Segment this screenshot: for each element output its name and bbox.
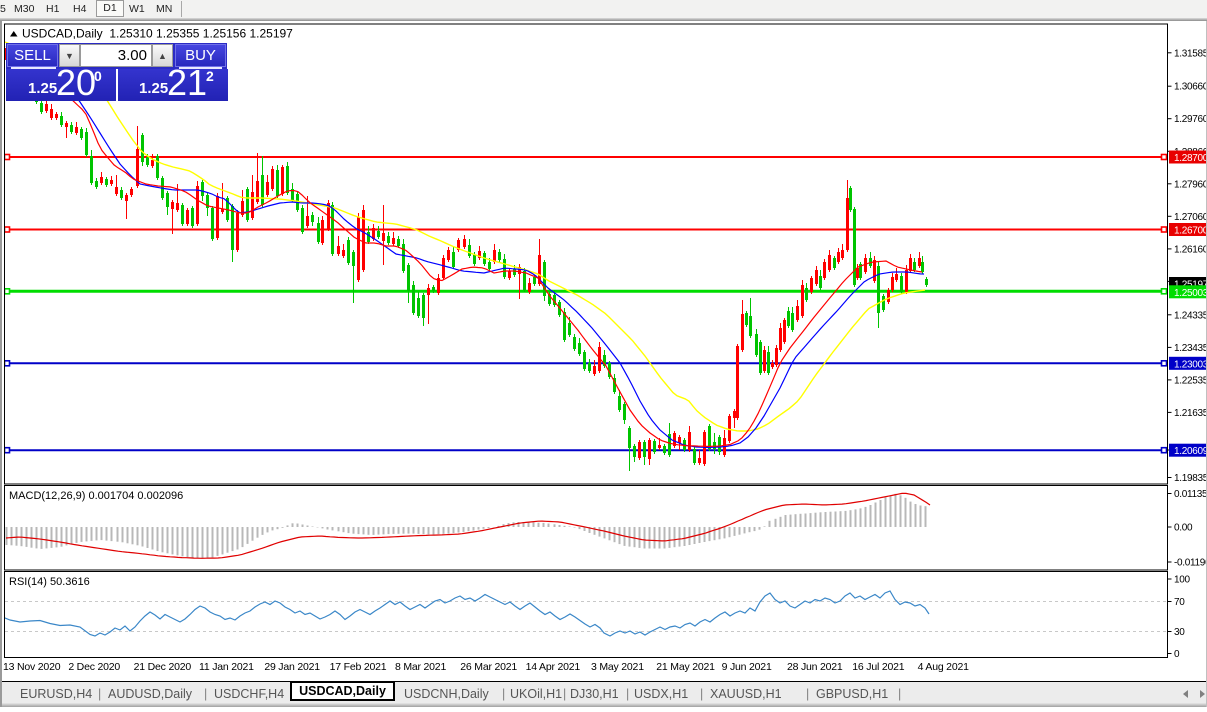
svg-text:1.31585: 1.31585 (1174, 48, 1207, 59)
svg-text:30: 30 (1174, 627, 1185, 638)
svg-text:3 May 2021: 3 May 2021 (591, 661, 644, 673)
svg-text:0.01135: 0.01135 (1174, 489, 1207, 500)
svg-text:1.27960: 1.27960 (1174, 179, 1207, 190)
svg-text:13 Nov 2020: 13 Nov 2020 (3, 661, 61, 673)
svg-text:-0.01190: -0.01190 (1174, 558, 1207, 569)
svg-text:1.26700: 1.26700 (1174, 226, 1207, 237)
svg-text:28 Jun 2021: 28 Jun 2021 (787, 661, 843, 673)
svg-text:1.19835: 1.19835 (1174, 473, 1207, 484)
svg-text:1.25003: 1.25003 (1174, 288, 1207, 299)
svg-text:RSI(14) 50.3616: RSI(14) 50.3616 (9, 576, 90, 588)
svg-text:70: 70 (1174, 597, 1185, 608)
svg-text:1.25197: 1.25197 (1174, 280, 1207, 291)
svg-text:1.20609: 1.20609 (1174, 446, 1207, 457)
svg-text:8 Mar 2021: 8 Mar 2021 (395, 661, 446, 673)
svg-text:0: 0 (1174, 649, 1180, 660)
svg-text:1.26160: 1.26160 (1174, 244, 1207, 255)
svg-text:1.24335: 1.24335 (1174, 310, 1207, 321)
svg-text:1.22535: 1.22535 (1174, 375, 1207, 386)
svg-text:9 Jun 2021: 9 Jun 2021 (722, 661, 772, 673)
svg-text:29 Jan 2021: 29 Jan 2021 (264, 661, 320, 673)
svg-text:USDCAD,Daily 1.25310 1.25355: USDCAD,Daily 1.25310 1.25355 1.25156 1.2… (22, 27, 293, 41)
svg-text:1.30660: 1.30660 (1174, 82, 1207, 93)
svg-text:17 Feb 2021: 17 Feb 2021 (330, 661, 387, 673)
svg-text:1.23435: 1.23435 (1174, 343, 1207, 354)
svg-text:4 Aug 2021: 4 Aug 2021 (918, 661, 969, 673)
svg-text:MACD(12,26,9) 0.001704 0.00209: MACD(12,26,9) 0.001704 0.002096 (9, 490, 183, 502)
svg-text:21 May 2021: 21 May 2021 (656, 661, 715, 673)
svg-text:1.27060: 1.27060 (1174, 212, 1207, 223)
svg-text:100: 100 (1174, 575, 1191, 586)
svg-text:21 Dec 2020: 21 Dec 2020 (134, 661, 192, 673)
svg-text:26 Mar 2021: 26 Mar 2021 (460, 661, 517, 673)
svg-text:1.23003: 1.23003 (1174, 359, 1207, 370)
svg-text:11 Jan 2021: 11 Jan 2021 (199, 661, 254, 673)
svg-text:0.00: 0.00 (1174, 523, 1193, 534)
svg-text:1.29760: 1.29760 (1174, 114, 1207, 125)
svg-text:16 Jul 2021: 16 Jul 2021 (852, 661, 904, 673)
svg-text:2 Dec 2020: 2 Dec 2020 (68, 661, 120, 673)
svg-text:1.21635: 1.21635 (1174, 408, 1207, 419)
svg-text:1.28700: 1.28700 (1174, 153, 1207, 164)
svg-text:14 Apr 2021: 14 Apr 2021 (526, 661, 581, 673)
